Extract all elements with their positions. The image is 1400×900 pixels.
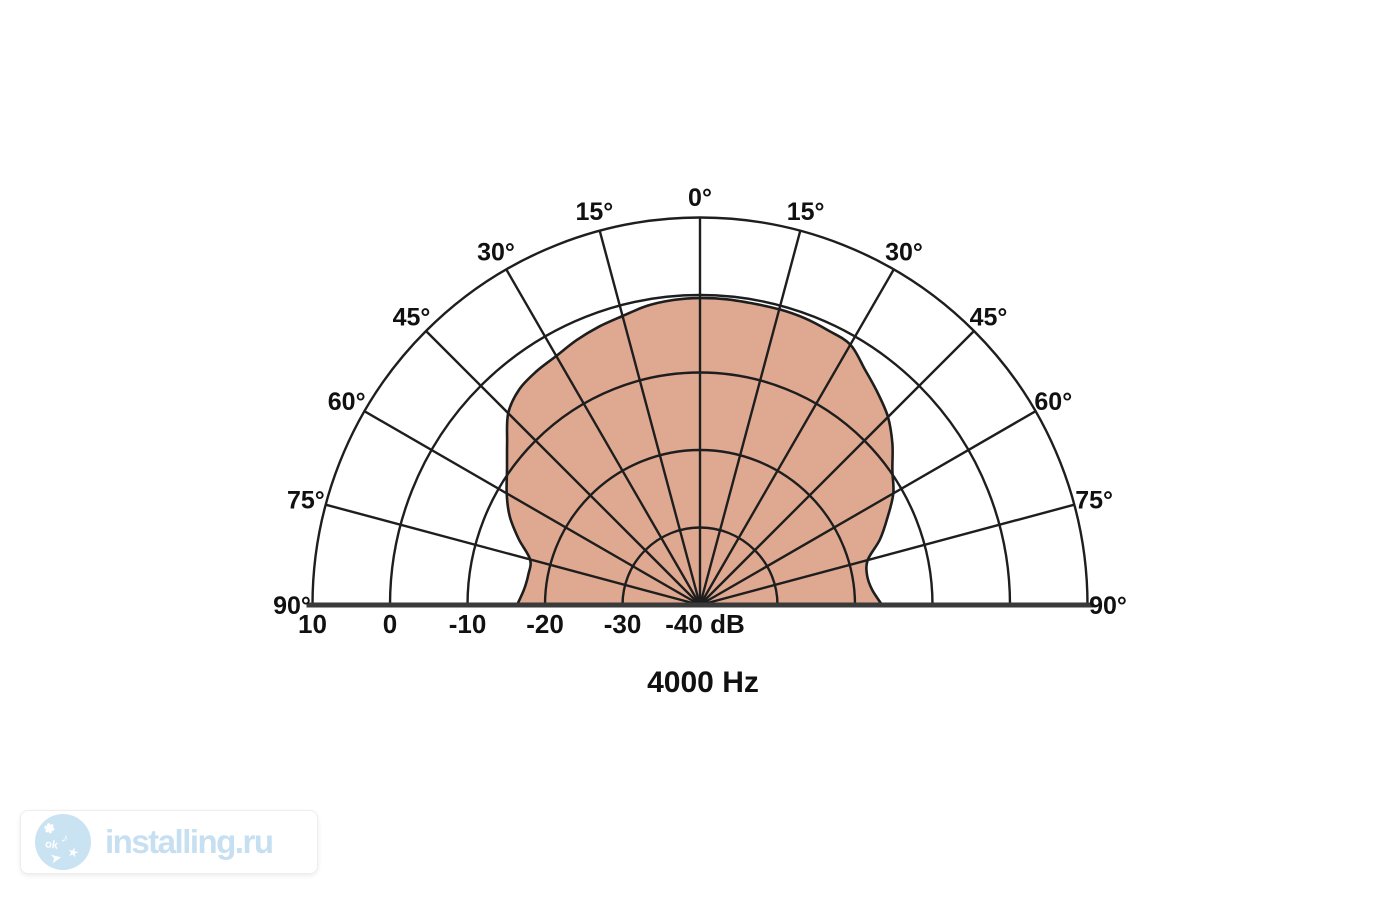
db-label--30: -30 [604,609,642,639]
angle-label--30deg: 30° [477,239,515,267]
radial-line--15deg [598,230,702,606]
angle-label-45deg: 45° [970,304,1008,332]
radial-line-15deg [698,230,802,606]
angle-label-60deg: 60° [1034,388,1072,416]
doodle-asterisk-icon: ✽ [42,819,57,838]
watermark-logo-icon: ✽ ok ♪ ➤ ★ [35,814,91,870]
angle-label-15deg: 15° [787,198,825,226]
chart-title: 4000 Hz [647,666,759,699]
watermark-text: installing.ru [105,823,274,860]
radial-line-30deg [698,268,895,606]
polar-grid-layer [306,216,1094,608]
angle-label--90deg: 90° [273,592,311,620]
db-label--10: -10 [449,609,487,639]
angle-label-90deg: 90° [1089,592,1127,620]
radial-line-45deg [699,330,975,606]
db-label-10: 10 [298,609,327,639]
db-label--20: -20 [526,609,564,639]
doodle-star-icon: ★ [66,845,80,861]
radial-line-60deg [699,410,1037,607]
radial-line--30deg [505,268,702,606]
axis-labels-layer: 0°15° 15°30° 30°45° 45°60° 60°75° 75°90° 90°10… [273,184,1127,639]
doodle-arrow-icon: ♪ [59,830,71,846]
db-label-0: 0 [383,609,397,639]
radial-line--60deg [363,410,701,607]
angle-label-75deg: 75° [1075,486,1113,514]
doodle-music-note-icon: ➤ [49,850,63,866]
angle-label--15deg: 15° [575,198,613,226]
angle-label--45deg: 45° [393,304,431,332]
radial-line--45deg [425,330,701,606]
angle-label-30deg: 30° [885,239,923,267]
radial-line-75deg [699,503,1075,607]
angle-label--75deg: 75° [287,486,325,514]
db-label--40: -40 dB [665,609,744,639]
angle-label--60deg: 60° [328,388,366,416]
angle-label-0deg: 0° [688,184,712,212]
watermark-card: ✽ ok ♪ ➤ ★ installing.ru [20,810,318,874]
radial-line--75deg [325,503,701,607]
